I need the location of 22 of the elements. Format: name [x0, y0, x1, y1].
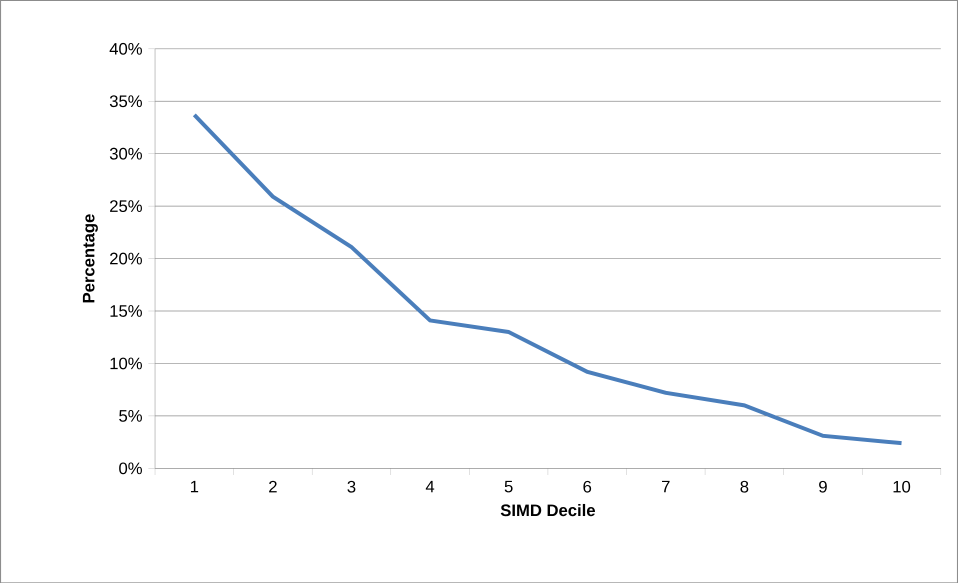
y-tick-label: 35% — [110, 95, 142, 107]
line-series — [192, 112, 904, 445]
x-tick-label: 9 — [819, 480, 827, 492]
x-tick-label: 6 — [583, 480, 592, 492]
x-tick-label: 4 — [426, 480, 434, 492]
x-tick-label: 3 — [347, 480, 356, 492]
y-tick-label: 40% — [110, 42, 142, 54]
y-tick-label: 25% — [110, 200, 142, 212]
y-tick-label: 10% — [110, 357, 142, 370]
x-tick-label: 7 — [662, 480, 670, 492]
y-tick-label: 0% — [119, 462, 142, 474]
y-axis-title: Percentage — [82, 214, 98, 302]
x-axis-title: SIMD Decile — [500, 504, 595, 516]
x-tick-label: 2 — [269, 480, 277, 492]
x-tick-label: 1 — [190, 480, 198, 492]
x-tick-label: 5 — [504, 480, 513, 492]
x-tick-label: 8 — [740, 480, 748, 492]
y-tick-label: 15% — [110, 304, 142, 317]
y-tick-label: 20% — [110, 252, 142, 264]
x-tick-label: 10 — [894, 480, 910, 492]
y-tick-label: 5% — [119, 410, 142, 422]
y-tick-label: 30% — [110, 148, 142, 160]
